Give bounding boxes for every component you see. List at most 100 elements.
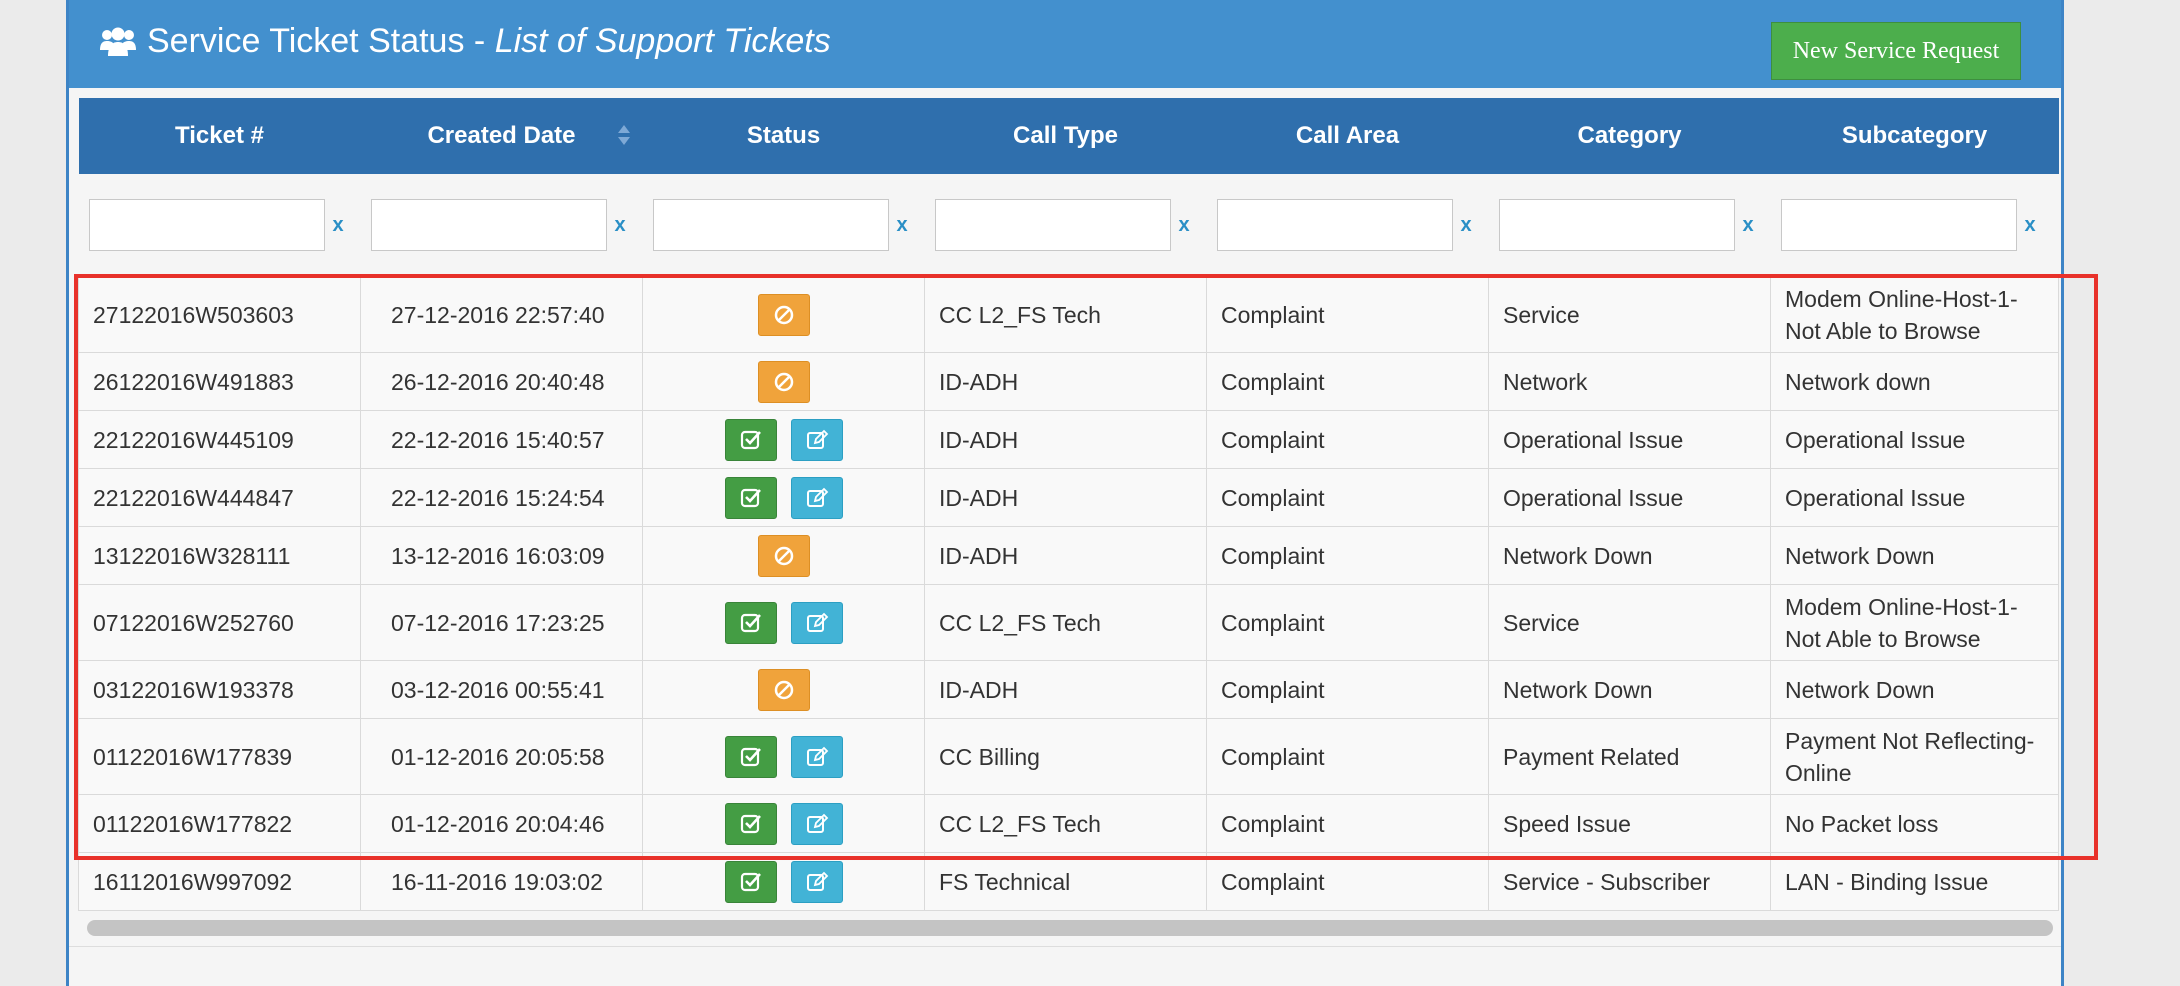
- column-header-2[interactable]: Status: [642, 98, 925, 174]
- table-row[interactable]: 01122016W177822 01-12-2016 20:04:46 CC L2_…: [78, 794, 2059, 853]
- filter-wrap: x: [1498, 199, 1771, 251]
- cell-status: [642, 660, 925, 719]
- cell-status: [642, 794, 925, 853]
- clear-filter-button[interactable]: x: [1742, 213, 1754, 236]
- cell-ticket: 16112016W997092: [78, 852, 361, 911]
- clear-filter-button[interactable]: x: [896, 213, 908, 236]
- clear-filter-button[interactable]: x: [1460, 213, 1472, 236]
- horizontal-scrollbar[interactable]: [87, 920, 2053, 936]
- table-row[interactable]: 22122016W445109 22-12-2016 15:40:57 ID-ADH…: [78, 410, 2059, 469]
- cell-ticket: 22122016W445109: [78, 410, 361, 469]
- blocked-status-button[interactable]: [757, 360, 810, 403]
- table-row[interactable]: 07122016W252760 07-12-2016 17:23:25 CC L2_…: [78, 584, 2059, 661]
- filter-input-2[interactable]: [652, 199, 889, 251]
- filter-input-6[interactable]: [1780, 199, 2017, 251]
- tickets-table-wrap: Ticket # Created Date Status Call Type Call …: [78, 98, 2059, 911]
- resolve-ticket-button[interactable]: [724, 476, 777, 519]
- cell-status: [642, 276, 925, 353]
- cell-call-type: CC L2_FS Tech: [924, 794, 1207, 853]
- filter-input-1[interactable]: [370, 199, 607, 251]
- column-header-label: Category: [1577, 122, 1682, 149]
- ban-icon: [774, 680, 793, 699]
- table-row[interactable]: 16112016W997092 16-11-2016 19:03:02 FS Tec…: [78, 852, 2059, 911]
- column-header-3[interactable]: Call Type: [924, 98, 1207, 174]
- cell-subcategory: LAN - Binding Issue: [1770, 852, 2059, 911]
- cell-call-area: Complaint: [1206, 352, 1489, 411]
- cell-call-type: CC Billing: [924, 718, 1207, 795]
- filter-input-0[interactable]: [88, 199, 325, 251]
- cell-call-area: Complaint: [1206, 718, 1489, 795]
- table-row[interactable]: 22122016W444847 22-12-2016 15:24:54 ID-ADH…: [78, 468, 2059, 527]
- column-header-label: Ticket #: [175, 122, 264, 149]
- new-service-request-button[interactable]: New Service Request: [1771, 22, 2021, 80]
- cell-category: Service - Subscriber: [1488, 852, 1771, 911]
- cell-category: Network Down: [1488, 526, 1771, 585]
- filter-cell-6: x: [1770, 174, 2059, 277]
- ban-icon: [774, 372, 793, 391]
- cell-call-area: Complaint: [1206, 468, 1489, 527]
- column-header-1[interactable]: Created Date: [360, 98, 643, 174]
- edit-ticket-button[interactable]: [790, 860, 843, 903]
- cell-date: 03-12-2016 00:55:41: [360, 660, 643, 719]
- filter-input-3[interactable]: [934, 199, 1171, 251]
- table-row[interactable]: 13122016W328111 13-12-2016 16:03:09 ID-ADH…: [78, 526, 2059, 585]
- edit-icon: [806, 612, 828, 632]
- blocked-status-button[interactable]: [757, 534, 810, 577]
- table-row[interactable]: 27122016W503603 27-12-2016 22:57:40 CC L2_…: [78, 276, 2059, 353]
- edit-ticket-button[interactable]: [790, 802, 843, 845]
- cell-subcategory: Network down: [1770, 352, 2059, 411]
- clear-filter-button[interactable]: x: [332, 213, 344, 236]
- table-row[interactable]: 01122016W177839 01-12-2016 20:05:58 CC Bil…: [78, 718, 2059, 795]
- cell-call-type: CC L2_FS Tech: [924, 584, 1207, 661]
- column-header-6[interactable]: Subcategory: [1770, 98, 2059, 174]
- column-header-label: Call Area: [1295, 122, 1400, 149]
- filter-wrap: x: [934, 199, 1207, 251]
- cell-status: [642, 584, 925, 661]
- resolve-ticket-button[interactable]: [724, 601, 777, 644]
- cell-subcategory: Operational Issue: [1770, 410, 2059, 469]
- edit-icon: [806, 429, 828, 449]
- filter-cell-5: x: [1488, 174, 1771, 277]
- panel-header: Service Ticket Status - List of Support …: [69, 0, 2061, 88]
- clear-filter-button[interactable]: x: [1178, 213, 1190, 236]
- table-row[interactable]: 26122016W491883 26-12-2016 20:40:48 ID-ADH…: [78, 352, 2059, 411]
- page-title: Service Ticket Status - List of Support …: [99, 22, 831, 61]
- title-subtitle: List of Support Tickets: [494, 22, 831, 60]
- cell-subcategory: Network Down: [1770, 660, 2059, 719]
- edit-ticket-button[interactable]: [790, 476, 843, 519]
- resolve-ticket-button[interactable]: [724, 418, 777, 461]
- check-square-icon: [740, 613, 761, 632]
- filter-wrap: x: [1780, 199, 2059, 251]
- cell-call-area: Complaint: [1206, 410, 1489, 469]
- cell-ticket: 01122016W177822: [78, 794, 361, 853]
- cell-call-area: Complaint: [1206, 526, 1489, 585]
- clear-filter-button[interactable]: x: [2024, 213, 2036, 236]
- check-square-icon: [740, 430, 761, 449]
- edit-ticket-button[interactable]: [790, 418, 843, 461]
- filter-input-4[interactable]: [1216, 199, 1453, 251]
- clear-filter-button[interactable]: x: [614, 213, 626, 236]
- check-square-icon: [740, 814, 761, 833]
- cell-call-type: ID-ADH: [924, 526, 1207, 585]
- resolve-ticket-button[interactable]: [724, 802, 777, 845]
- filter-input-5[interactable]: [1498, 199, 1735, 251]
- resolve-ticket-button[interactable]: [724, 860, 777, 903]
- sort-icon[interactable]: [617, 124, 631, 146]
- edit-ticket-button[interactable]: [790, 735, 843, 778]
- column-header-4[interactable]: Call Area: [1206, 98, 1489, 174]
- resolve-ticket-button[interactable]: [724, 735, 777, 778]
- cell-subcategory: Modem Online-Host-1-Not Able to Browse: [1770, 584, 2059, 661]
- table-row[interactable]: 03122016W193378 03-12-2016 00:55:41 ID-ADH…: [78, 660, 2059, 719]
- blocked-status-button[interactable]: [757, 668, 810, 711]
- cell-call-area: Complaint: [1206, 852, 1489, 911]
- column-header-0[interactable]: Ticket #: [78, 98, 361, 174]
- blocked-status-button[interactable]: [757, 293, 810, 336]
- edit-ticket-button[interactable]: [790, 601, 843, 644]
- cell-call-area: Complaint: [1206, 276, 1489, 353]
- filter-wrap: x: [652, 199, 925, 251]
- cell-status: [642, 410, 925, 469]
- ban-icon: [774, 305, 793, 324]
- cell-category: Speed Issue: [1488, 794, 1771, 853]
- column-header-5[interactable]: Category: [1488, 98, 1771, 174]
